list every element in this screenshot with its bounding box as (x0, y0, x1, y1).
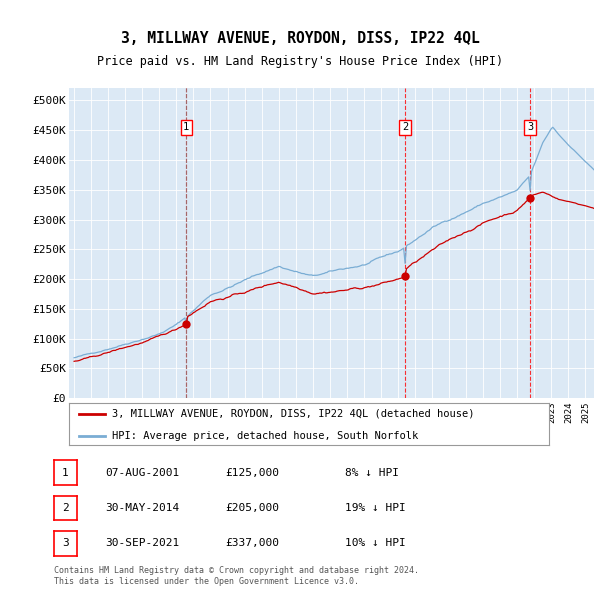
Text: Price paid vs. HM Land Registry's House Price Index (HPI): Price paid vs. HM Land Registry's House … (97, 55, 503, 68)
Text: 19% ↓ HPI: 19% ↓ HPI (345, 503, 406, 513)
Text: 10% ↓ HPI: 10% ↓ HPI (345, 539, 406, 548)
Text: 3, MILLWAY AVENUE, ROYDON, DISS, IP22 4QL: 3, MILLWAY AVENUE, ROYDON, DISS, IP22 4Q… (121, 31, 479, 46)
Text: £125,000: £125,000 (225, 468, 279, 477)
Text: HPI: Average price, detached house, South Norfolk: HPI: Average price, detached house, Sout… (112, 431, 418, 441)
Text: 3: 3 (527, 122, 533, 132)
Text: 2: 2 (62, 503, 69, 513)
Text: 3, MILLWAY AVENUE, ROYDON, DISS, IP22 4QL (detached house): 3, MILLWAY AVENUE, ROYDON, DISS, IP22 4Q… (112, 409, 475, 418)
Text: 1: 1 (62, 468, 69, 477)
Text: 30-MAY-2014: 30-MAY-2014 (105, 503, 179, 513)
Text: £337,000: £337,000 (225, 539, 279, 548)
Text: 8% ↓ HPI: 8% ↓ HPI (345, 468, 399, 477)
Text: Contains HM Land Registry data © Crown copyright and database right 2024.
This d: Contains HM Land Registry data © Crown c… (54, 566, 419, 586)
Text: 1: 1 (183, 122, 190, 132)
Text: 2: 2 (402, 122, 408, 132)
Text: 07-AUG-2001: 07-AUG-2001 (105, 468, 179, 477)
Text: 3: 3 (62, 539, 69, 548)
Text: 30-SEP-2021: 30-SEP-2021 (105, 539, 179, 548)
Text: £205,000: £205,000 (225, 503, 279, 513)
